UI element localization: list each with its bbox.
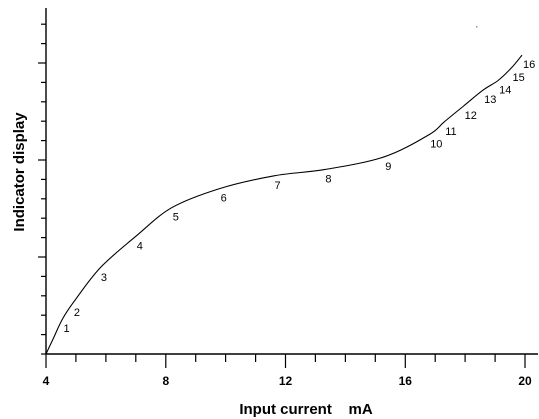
point-label: 5 xyxy=(173,212,179,224)
x-axis-title: Input current mA xyxy=(239,401,373,418)
y-axis-ticks xyxy=(38,23,46,355)
y-axis-title: Indicator display xyxy=(11,112,28,232)
point-label: 2 xyxy=(74,307,80,319)
point-label: 12 xyxy=(465,110,477,122)
x-tick-label: 20 xyxy=(518,374,532,388)
x-tick-label: 12 xyxy=(279,374,293,388)
point-label: 1 xyxy=(64,323,70,335)
point-label: 4 xyxy=(137,240,143,252)
point-label: 11 xyxy=(445,126,456,138)
point-label: 15 xyxy=(513,72,525,84)
point-label: 14 xyxy=(499,85,511,97)
stray-speck xyxy=(476,26,478,28)
x-tick-label: 8 xyxy=(162,374,169,388)
x-axis-tick-labels: 4 8 12 16 20 xyxy=(43,374,532,388)
point-label: 6 xyxy=(221,193,227,205)
indicator-curve xyxy=(45,54,523,355)
point-label: 7 xyxy=(275,180,281,192)
point-label: 16 xyxy=(523,59,535,71)
x-tick-label: 16 xyxy=(399,374,413,388)
point-label: 8 xyxy=(325,174,331,186)
x-tick-label: 4 xyxy=(43,374,50,388)
point-label: 3 xyxy=(101,272,107,284)
point-label: 9 xyxy=(385,161,391,173)
point-label: 10 xyxy=(430,139,442,151)
x-axis-ticks xyxy=(45,354,526,368)
point-label: 13 xyxy=(484,94,496,106)
